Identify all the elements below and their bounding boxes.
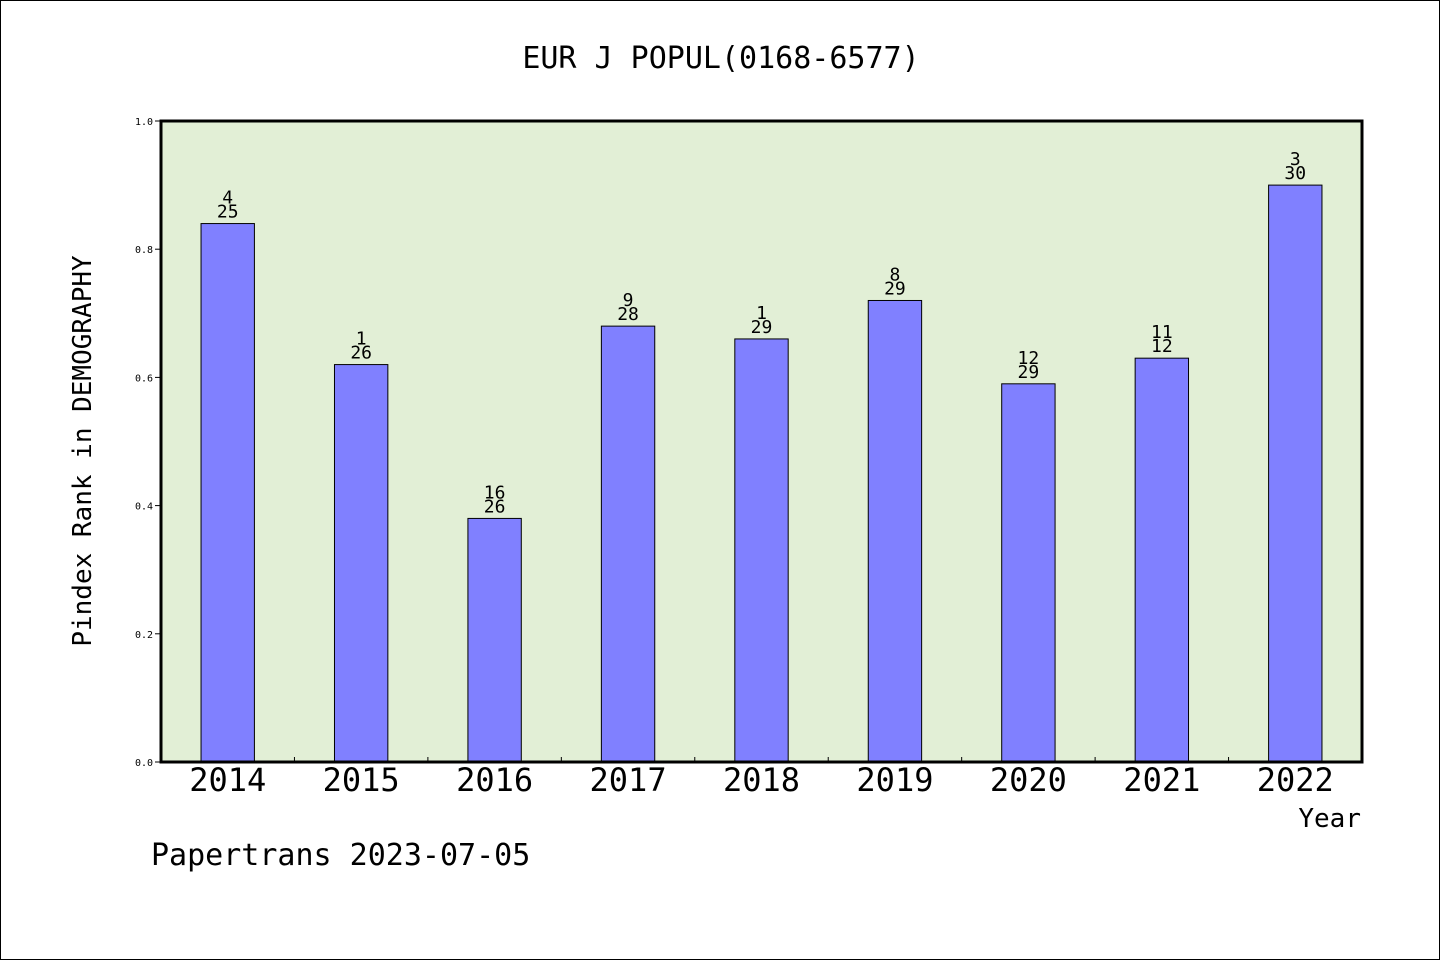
y-tick-label: 0.2 bbox=[135, 630, 153, 641]
x-tick-label: 2021 bbox=[1123, 761, 1200, 799]
bar-total-label: 29 bbox=[751, 317, 773, 338]
y-tick-label: 0.6 bbox=[135, 373, 153, 384]
bar-2019 bbox=[867, 299, 923, 763]
bar-total-label: 26 bbox=[484, 496, 506, 517]
bar-rank-label: 12 bbox=[1018, 348, 1040, 369]
bar-2022 bbox=[1268, 184, 1323, 763]
bar-2014 bbox=[200, 223, 255, 763]
bar-2020 bbox=[1001, 383, 1056, 763]
footer-stamp: Papertrans 2023-07-05 bbox=[151, 838, 530, 873]
plot-border bbox=[159, 119, 1364, 764]
x-axis-label: Year bbox=[1298, 804, 1361, 834]
x-tick-label: 2018 bbox=[723, 761, 800, 799]
x-tick-label: 2020 bbox=[990, 761, 1067, 799]
x-tick-label: 2016 bbox=[456, 761, 533, 799]
y-tick-label: 0.0 bbox=[135, 758, 153, 769]
y-tick-label: 0.8 bbox=[135, 245, 153, 256]
bar-2017 bbox=[600, 325, 656, 763]
bar-rank-label: 1 bbox=[356, 329, 367, 350]
bar-total-label: 29 bbox=[1018, 362, 1040, 383]
bar-rank-label: 3 bbox=[1290, 149, 1301, 170]
bar-rank-label: 1 bbox=[756, 303, 767, 324]
bar-rank-label: 4 bbox=[222, 188, 233, 209]
bar-rank-label: 16 bbox=[484, 482, 506, 503]
bar-rank-label: 11 bbox=[1151, 322, 1173, 343]
bar-2018 bbox=[734, 338, 789, 763]
bar-2015 bbox=[333, 364, 389, 763]
x-tick-label: 2015 bbox=[323, 761, 400, 799]
x-tick-label: 2014 bbox=[189, 761, 266, 799]
bar-total-label: 12 bbox=[1151, 336, 1173, 357]
x-axis: 2014 2015 2016 2017 2018 2019 2020 2021 2022 bbox=[189, 757, 1334, 799]
y-axis: 0.0 0.2 0.4 0.6 0.8 1.0 bbox=[135, 117, 161, 769]
bar-total-label: 26 bbox=[350, 343, 372, 364]
bars-layer bbox=[200, 184, 1323, 763]
bar-rank-label: 9 bbox=[623, 290, 634, 311]
bar-total-label: 28 bbox=[617, 304, 639, 325]
chart-title: EUR J POPUL(0168-6577) bbox=[522, 41, 919, 76]
bar-total-label: 29 bbox=[884, 278, 906, 299]
bar-rank-label: 8 bbox=[890, 264, 901, 285]
bar-2021 bbox=[1134, 357, 1190, 763]
x-tick-label: 2022 bbox=[1257, 761, 1334, 799]
x-tick-label: 2019 bbox=[856, 761, 933, 799]
x-tick-label: 2017 bbox=[590, 761, 667, 799]
y-tick-label: 0.4 bbox=[135, 502, 153, 513]
y-tick-label: 1.0 bbox=[135, 117, 153, 128]
y-axis-label: Pindex Rank in DEMOGRAPHY bbox=[68, 255, 98, 647]
bar-total-label: 25 bbox=[217, 202, 239, 223]
bar-total-label: 30 bbox=[1284, 163, 1306, 184]
bar-2016 bbox=[467, 517, 522, 763]
